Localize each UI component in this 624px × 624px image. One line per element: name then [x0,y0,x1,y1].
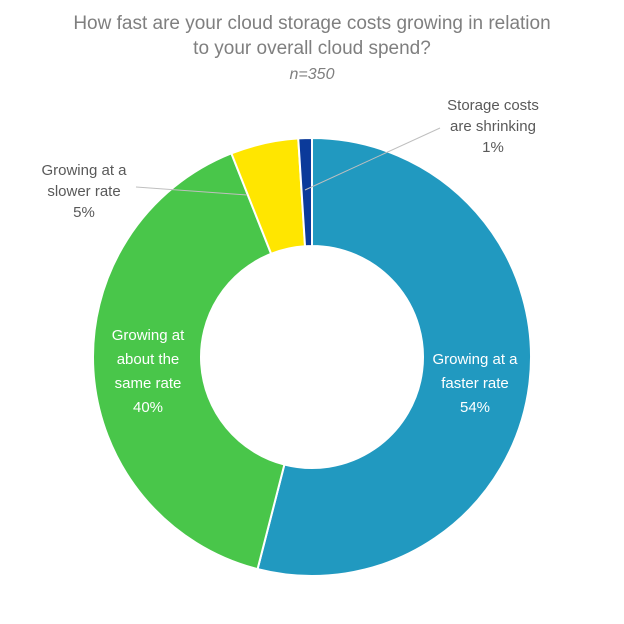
slice-3-value-label: 5% [73,204,95,221]
slice-4-label-line: are shrinking [450,118,536,135]
leader-lines-group [135,127,441,196]
leader-line-3 [135,186,248,196]
slice-1-label-line: Growing at a [432,351,518,368]
leader-line-4 [304,127,441,191]
slice-3-label-line: Growing at a [41,162,127,179]
slice-4-value-label: 1% [482,139,504,156]
slice-2-value-label: 40% [133,399,163,416]
slice-4 [297,136,313,248]
slice-2-label-line: about the [117,351,180,368]
slices-group [92,136,532,577]
slice-1 [256,136,532,577]
chart-subtitle: n=350 [290,66,335,83]
slice-2-label-line: Growing at [112,327,185,344]
slice-2 [92,152,286,571]
slice-3-label-line: slower rate [47,183,120,200]
data-labels-group: Growing at a faster rate 54% Growing at abou… [41,97,538,416]
chart-title-line-2: to your overall cloud spend? [193,38,431,59]
chart-title-line-1: How fast are your cloud storage costs gr… [73,13,550,34]
slice-2-label-line: same rate [115,375,182,392]
slice-1-value-label: 54% [460,399,490,416]
slice-4-label-line: Storage costs [447,97,539,114]
slice-1-label-line: faster rate [441,375,509,392]
